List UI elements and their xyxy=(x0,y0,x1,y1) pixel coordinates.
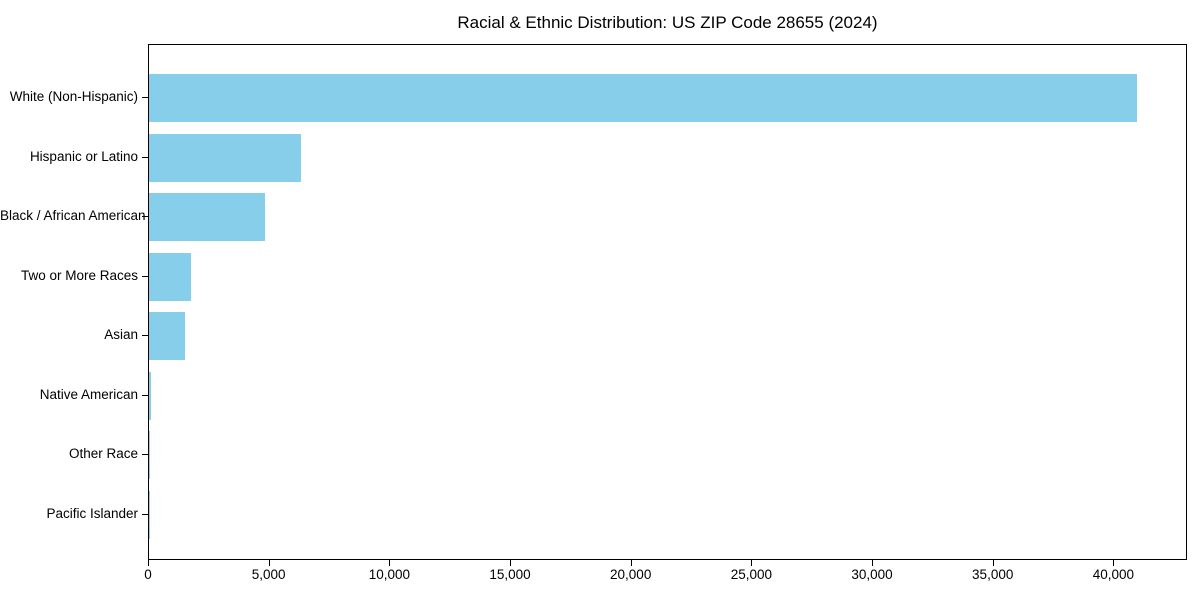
y-tick-label-pacific-islander: Pacific Islander xyxy=(46,505,138,521)
y-tick-label-asian: Asian xyxy=(104,327,138,343)
x-tick-mark xyxy=(268,560,270,566)
bar-two-or-more-races xyxy=(149,252,192,301)
y-tick-mark xyxy=(142,394,148,396)
bar-black-african-american xyxy=(149,193,265,242)
y-tick-mark xyxy=(142,156,148,158)
plot-area xyxy=(148,44,1187,560)
y-tick-mark xyxy=(142,335,148,337)
x-tick-label-35-000: 35,000 xyxy=(972,567,1014,582)
y-tick-label-white-non-hispanic: White (Non-Hispanic) xyxy=(9,89,138,104)
x-tick-mark xyxy=(630,560,632,566)
x-tick-mark xyxy=(510,560,512,566)
y-tick-mark xyxy=(142,454,148,456)
chart-title: Racial & Ethnic Distribution: US ZIP Cod… xyxy=(457,13,878,32)
y-tick-label-native-american: Native American xyxy=(39,386,138,402)
y-tick-mark xyxy=(142,216,148,218)
x-tick-label-25-000: 25,000 xyxy=(730,567,772,582)
bar-hispanic-or-latino xyxy=(149,133,301,182)
x-tick-label-40-000: 40,000 xyxy=(1092,567,1135,582)
bar-native-american xyxy=(149,371,151,420)
x-tick-label-0: 0 xyxy=(144,567,152,582)
bar-other-race xyxy=(149,431,151,480)
x-tick-mark xyxy=(1113,560,1115,566)
y-tick-label-two-or-more-races: Two or More Races xyxy=(20,267,138,283)
x-tick-label-10-000: 10,000 xyxy=(368,567,410,582)
x-tick-mark xyxy=(992,560,994,566)
x-tick-mark xyxy=(148,560,149,566)
bar-asian xyxy=(149,312,185,361)
y-tick-mark xyxy=(142,275,148,277)
x-tick-label-5-000: 5,000 xyxy=(251,567,286,582)
x-tick-label-30-000: 30,000 xyxy=(851,567,893,582)
x-tick-mark xyxy=(751,560,753,566)
x-tick-label-15-000: 15,000 xyxy=(489,567,531,582)
y-tick-label-other-race: Other Race xyxy=(68,446,138,462)
bar-white-non-hispanic xyxy=(149,74,1137,122)
y-tick-mark xyxy=(142,513,148,515)
y-tick-mark xyxy=(142,97,148,98)
y-tick-label-black-african-american: Black / African American xyxy=(0,208,146,224)
x-tick-label-20-000: 20,000 xyxy=(610,567,652,582)
x-tick-mark xyxy=(389,560,391,566)
y-tick-label-hispanic-or-latino: Hispanic or Latino xyxy=(29,148,138,164)
x-tick-mark xyxy=(872,560,874,566)
